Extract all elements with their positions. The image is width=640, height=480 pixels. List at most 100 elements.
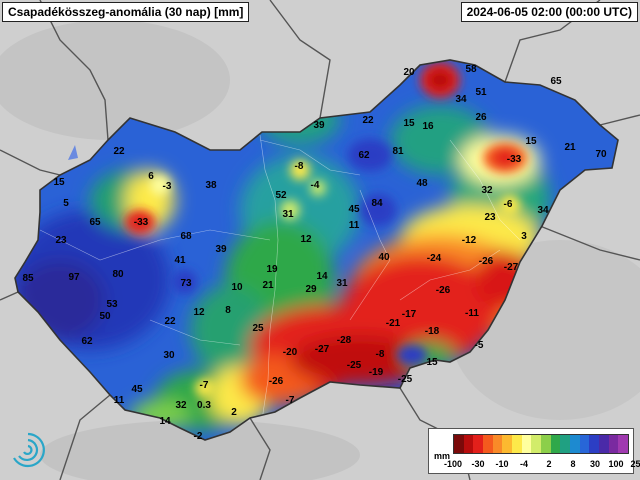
- value-label: -2: [193, 431, 203, 442]
- value-label: 97: [68, 272, 80, 283]
- value-label: 6: [148, 171, 154, 182]
- value-label: 81: [392, 146, 404, 157]
- legend-swatch: [483, 435, 493, 453]
- legend-tick-label: 250: [630, 459, 640, 469]
- value-label: 31: [336, 278, 348, 289]
- value-label: 19: [266, 264, 278, 275]
- value-label: -25: [397, 374, 413, 385]
- value-label: -7: [199, 380, 209, 391]
- value-label: 0.3: [197, 400, 211, 411]
- value-label: -21: [385, 318, 401, 329]
- value-label: 5: [63, 198, 69, 209]
- legend-tick-label: 2: [546, 459, 552, 469]
- value-label: 39: [313, 120, 325, 131]
- legend-swatch: [531, 435, 542, 453]
- value-label: 29: [305, 284, 317, 295]
- legend-swatch: [502, 435, 513, 453]
- value-label: -7: [285, 395, 295, 406]
- value-label: 30: [163, 350, 175, 361]
- value-label: 39: [215, 244, 227, 255]
- value-label: 58: [465, 64, 477, 75]
- legend-swatch: [550, 435, 561, 453]
- logo-icon: [8, 428, 48, 472]
- legend-swatch: [608, 435, 619, 453]
- legend-tick-label: -100: [443, 459, 463, 469]
- legend-tick-label: -30: [471, 459, 485, 469]
- value-label: 15: [525, 136, 537, 147]
- value-label: 11: [348, 220, 360, 231]
- value-label: -18: [424, 326, 440, 337]
- value-label: 25: [252, 323, 264, 334]
- value-label: 62: [358, 150, 370, 161]
- legend-tick-label: 30: [589, 459, 601, 469]
- value-label: 41: [174, 255, 186, 266]
- value-label: 85: [22, 273, 34, 284]
- legend-swatch: [599, 435, 609, 453]
- value-label: 2: [231, 407, 237, 418]
- value-label: 23: [55, 235, 67, 246]
- legend-tick-label: -10: [495, 459, 509, 469]
- value-label: -27: [314, 344, 330, 355]
- value-label: 15: [426, 357, 438, 368]
- value-label: 32: [175, 400, 187, 411]
- value-label: -6: [503, 199, 513, 210]
- value-label: -8: [375, 349, 385, 360]
- value-label: 11: [113, 395, 125, 406]
- value-label: 22: [362, 115, 374, 126]
- value-label: 65: [89, 217, 101, 228]
- legend-tick-label: -4: [519, 459, 529, 469]
- value-label: 26: [475, 112, 487, 123]
- value-label: 22: [113, 146, 125, 157]
- value-label: -33: [506, 154, 522, 165]
- value-label: 32: [481, 185, 493, 196]
- value-label: 34: [455, 94, 467, 105]
- value-label: 73: [180, 278, 192, 289]
- value-label: 14: [316, 271, 328, 282]
- legend-swatch: [589, 435, 600, 453]
- value-label: 12: [300, 234, 312, 245]
- value-label: 45: [131, 384, 143, 395]
- value-label: 3: [521, 231, 527, 242]
- value-label: -26: [435, 285, 451, 296]
- legend-swatch: [618, 435, 629, 453]
- legend-tick-label: 100: [608, 459, 624, 469]
- value-label: -27: [503, 262, 519, 273]
- value-label: 15: [403, 118, 415, 129]
- value-label: 48: [416, 178, 428, 189]
- value-label: 51: [475, 87, 487, 98]
- timestamp-label: 2024-06-05 02:00 (00:00 UTC): [460, 2, 638, 22]
- legend-swatch: [579, 435, 590, 453]
- legend-swatch: [492, 435, 503, 453]
- legend-tick-label: 8: [570, 459, 576, 469]
- value-label: 23: [484, 212, 496, 223]
- value-label: -20: [282, 347, 298, 358]
- legend-color-bar: [453, 434, 629, 454]
- value-label: 52: [275, 190, 287, 201]
- value-label: 21: [262, 280, 274, 291]
- value-label: 80: [112, 269, 124, 280]
- value-label: -17: [401, 309, 417, 320]
- value-label: -24: [426, 253, 442, 264]
- legend-swatch: [560, 435, 571, 453]
- value-label: 34: [537, 205, 549, 216]
- legend-swatch: [512, 435, 522, 453]
- value-label: -4: [310, 180, 320, 191]
- value-label: -12: [461, 235, 477, 246]
- value-label: 65: [550, 76, 562, 87]
- value-label: 40: [378, 252, 390, 263]
- legend-swatch: [521, 435, 532, 453]
- value-label: 12: [193, 307, 205, 318]
- value-label: 10: [231, 282, 243, 293]
- value-label: 31: [282, 209, 294, 220]
- value-label: -5: [474, 340, 484, 351]
- legend-swatch: [454, 435, 464, 453]
- value-label: 16: [422, 121, 434, 132]
- value-label: -19: [368, 367, 384, 378]
- legend-ticks: -100 -30 -10 -4 2 8 30 100 250: [444, 459, 640, 471]
- value-label: 14: [159, 416, 171, 427]
- legend-swatch: [541, 435, 551, 453]
- value-label: 62: [81, 336, 93, 347]
- value-label: 53: [106, 299, 118, 310]
- value-label: 8: [225, 305, 231, 316]
